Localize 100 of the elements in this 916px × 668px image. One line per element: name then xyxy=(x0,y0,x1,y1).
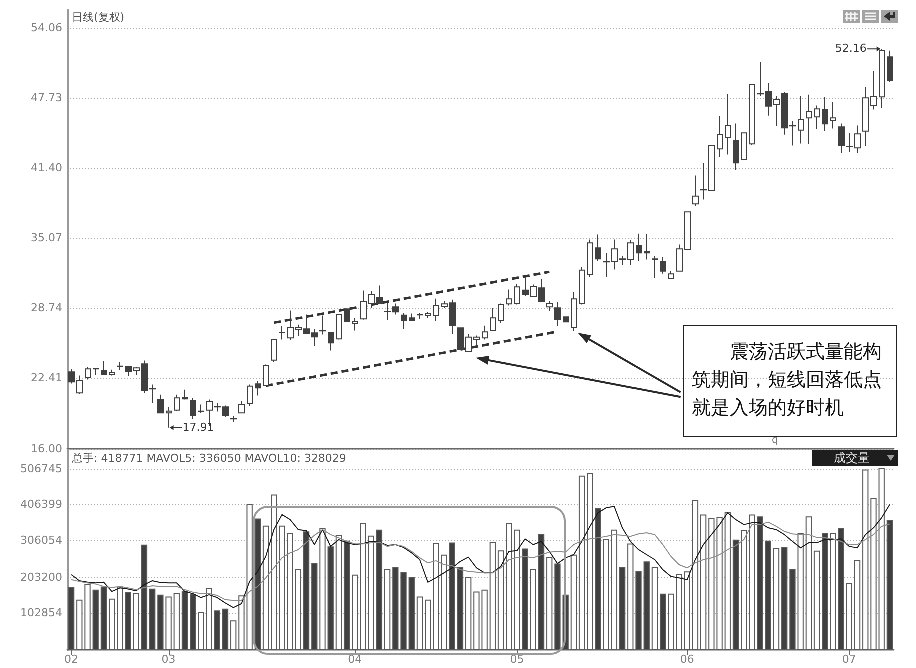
candlestick xyxy=(174,394,180,412)
bar xyxy=(84,584,91,650)
bar xyxy=(838,528,844,650)
bar xyxy=(854,560,861,650)
candlestick xyxy=(554,302,561,327)
bar xyxy=(76,600,83,650)
candlestick xyxy=(490,308,496,332)
bar xyxy=(773,548,780,650)
bar xyxy=(578,476,586,650)
candlestick xyxy=(749,84,755,146)
y-tick-label: 16.00 xyxy=(31,442,62,456)
bar xyxy=(700,514,707,650)
candlestick xyxy=(546,300,553,312)
bar xyxy=(368,536,374,650)
bar xyxy=(125,592,132,650)
bar xyxy=(846,583,853,650)
bar xyxy=(692,500,699,650)
annotation: 震荡活跃式量能构筑期间，短线回落低点就是入场的好时机 xyxy=(692,341,882,419)
candlestick xyxy=(806,94,812,145)
bar xyxy=(466,577,472,650)
candlestick xyxy=(101,360,107,376)
bar xyxy=(765,540,772,650)
bar xyxy=(660,594,666,650)
bar xyxy=(538,534,545,650)
bar xyxy=(68,587,75,650)
bar xyxy=(425,600,432,650)
x-tick-label: 02 xyxy=(64,653,79,666)
annotation: 52.16 xyxy=(835,42,867,56)
annotation: q xyxy=(772,434,778,447)
candlestick xyxy=(344,308,350,323)
candlestick xyxy=(514,284,520,306)
bar xyxy=(150,588,156,650)
dropdown: 成交量 xyxy=(812,450,898,466)
bar xyxy=(133,593,140,650)
y-tick-label: 102854 xyxy=(20,606,62,620)
x-tick-label: 03 xyxy=(162,653,176,666)
bar xyxy=(652,567,658,650)
bar xyxy=(457,567,464,650)
bar xyxy=(724,512,731,650)
bar xyxy=(611,530,618,650)
bar xyxy=(741,530,748,650)
candlestick xyxy=(571,292,577,332)
bar xyxy=(271,494,278,650)
y-tick-label: 41.40 xyxy=(31,162,62,175)
candlestick xyxy=(190,398,196,420)
bar xyxy=(279,526,286,650)
x-tick-label: 04 xyxy=(348,653,362,666)
candlestick xyxy=(725,94,731,156)
candlestick xyxy=(271,338,277,363)
bar xyxy=(498,550,504,650)
candlestick xyxy=(814,105,820,130)
bar xyxy=(814,550,820,650)
y-tick-label: 22.41 xyxy=(31,372,62,385)
bar xyxy=(230,620,237,650)
y-tick-label: 54.06 xyxy=(31,22,62,35)
bar xyxy=(878,468,885,650)
bar xyxy=(100,586,108,650)
bar xyxy=(108,598,116,650)
bar xyxy=(360,523,366,650)
chart-title: 总手: 418771 MAVOL5: 336050 MAVOL10: 328029 xyxy=(71,452,346,465)
y-tick-label: 506745 xyxy=(20,462,62,476)
candlestick xyxy=(85,367,91,380)
bar xyxy=(182,590,188,650)
bar xyxy=(570,554,578,650)
candlestick xyxy=(692,175,699,207)
candlestick xyxy=(109,369,115,376)
bar xyxy=(328,546,334,650)
y-tick-label: 406399 xyxy=(20,498,62,512)
bar xyxy=(449,542,456,650)
y-tick-label: 47.73 xyxy=(31,92,62,105)
x-tick-label: 07 xyxy=(842,653,856,666)
bar xyxy=(506,523,512,650)
candlestick xyxy=(587,239,593,278)
bar xyxy=(214,610,220,650)
candlestick xyxy=(652,256,658,279)
candlestick xyxy=(498,303,504,324)
candlestick xyxy=(157,394,164,414)
bar xyxy=(587,472,594,650)
bar xyxy=(822,533,828,650)
bar xyxy=(92,590,99,650)
candlestick xyxy=(887,50,893,83)
bar xyxy=(295,569,302,650)
candlestick xyxy=(644,234,650,260)
bar xyxy=(384,569,391,650)
bar xyxy=(830,533,836,650)
bar xyxy=(141,544,148,650)
candlestick xyxy=(563,316,569,323)
bar xyxy=(668,594,674,650)
bar xyxy=(392,567,399,650)
candlestick xyxy=(255,380,261,396)
candlestick xyxy=(409,313,415,322)
candlestick xyxy=(741,132,747,161)
bar xyxy=(806,516,812,650)
candlestick xyxy=(230,416,237,423)
bar xyxy=(312,563,318,650)
chart-title: 日线(复权) xyxy=(72,11,125,24)
y-tick-label: 35.07 xyxy=(31,232,62,245)
bar xyxy=(782,546,788,650)
candlestick xyxy=(198,404,204,414)
bar xyxy=(320,528,326,650)
